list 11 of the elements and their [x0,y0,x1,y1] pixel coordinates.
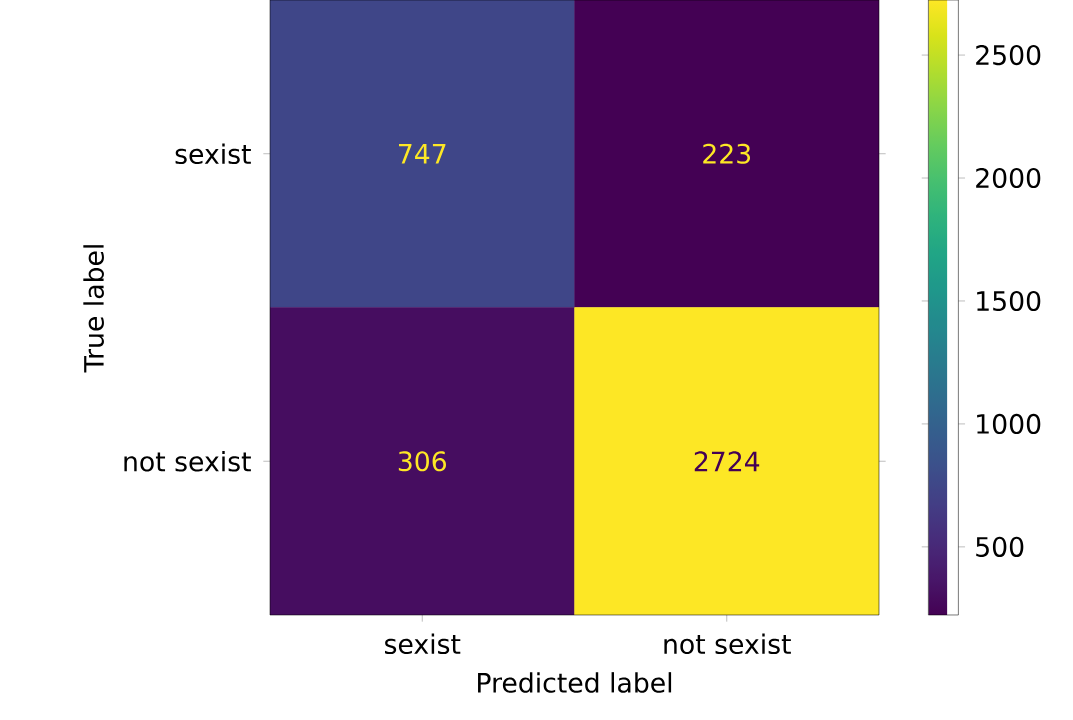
color-bar-label: 2500 [976,44,1041,66]
data-label: 2724 [694,451,760,472]
color-bar-label: 1000 [977,413,1041,434]
color-bar-label: 500 [976,536,1024,557]
x-axis-title: Predicted label [478,672,672,693]
color-bar-label: 1500 [977,290,1041,312]
data-label: 747 [399,144,446,164]
data-label: 306 [398,451,447,472]
data-label: 223 [703,143,751,164]
color-bar-label: 2000 [976,167,1041,189]
y-axis-title: True label [83,245,104,373]
